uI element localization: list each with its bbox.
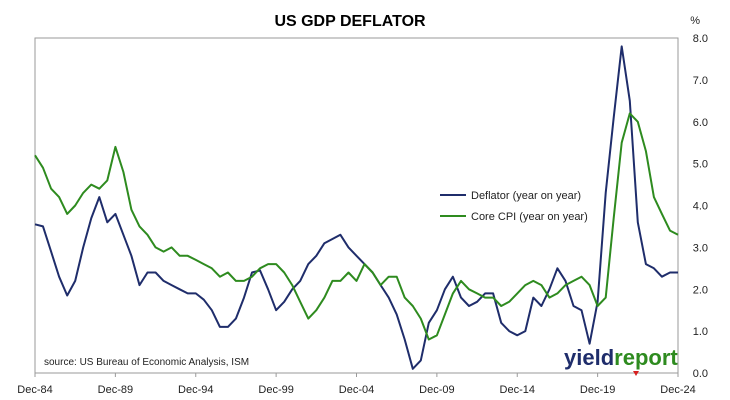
x-tick-label: Dec-99 — [258, 384, 293, 396]
series-line-deflator — [34, 45, 678, 370]
y-tick-label: 8.0 — [693, 33, 708, 45]
y-tick-label: 3.0 — [693, 242, 708, 254]
y-tick-label: 1.0 — [693, 326, 708, 338]
source-note: source: US Bureau of Economic Analysis, … — [44, 357, 249, 368]
x-tick-label: Dec-94 — [178, 384, 213, 396]
y-unit-label: % — [690, 15, 700, 27]
y-tick-label: 6.0 — [693, 117, 708, 129]
x-tick-label: Dec-14 — [500, 384, 535, 396]
y-tick-label: 2.0 — [693, 284, 708, 296]
chart-title: US GDP DEFLATOR — [274, 13, 426, 30]
x-tick-label: Dec-24 — [660, 384, 695, 396]
series-line-core-cpi — [34, 112, 679, 341]
y-tick-label: 0.0 — [693, 368, 708, 380]
logo-yield: yield — [564, 345, 614, 370]
x-tick-label: Dec-89 — [98, 384, 133, 396]
x-axis: Dec-84 Dec-89 Dec-94 Dec-99 Dec-04 Dec-09 Dec-… — [17, 373, 696, 396]
yieldreport-logo: yieldreport — [564, 345, 678, 376]
svg-text:yieldreport: yieldreport — [564, 345, 678, 370]
legend-label-deflator: Deflator (year on year) — [471, 190, 581, 202]
logo-report: report — [614, 345, 678, 370]
plot-lines — [34, 45, 679, 370]
x-tick-label: Dec-09 — [419, 384, 454, 396]
y-axis: 0.0 1.0 2.0 3.0 4.0 5.0 6.0 7.0 8.0 — [693, 33, 708, 380]
legend-label-core-cpi: Core CPI (year on year) — [471, 211, 588, 223]
y-tick-label: 5.0 — [693, 159, 708, 171]
x-tick-label: Dec-19 — [580, 384, 615, 396]
legend: Deflator (year on year) Core CPI (year o… — [440, 190, 588, 223]
y-tick-label: 7.0 — [693, 75, 708, 87]
x-tick-label: Dec-84 — [17, 384, 52, 396]
logo-accent-icon — [633, 371, 639, 376]
x-tick-label: Dec-04 — [339, 384, 374, 396]
y-tick-label: 4.0 — [693, 201, 708, 213]
